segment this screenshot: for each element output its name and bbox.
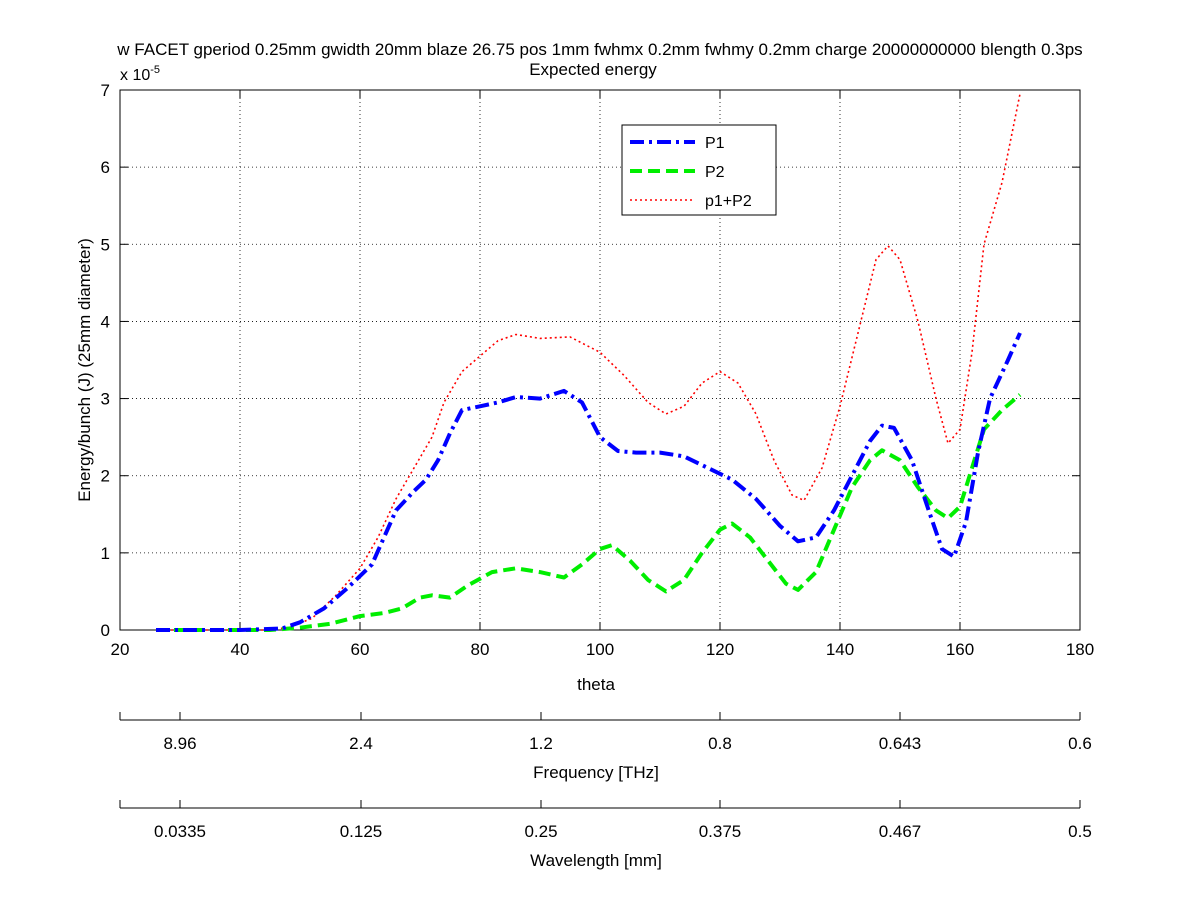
x-tick-label: 100: [586, 640, 614, 659]
frequency-tick-label: 0.6: [1068, 734, 1092, 753]
x-tick-label: 160: [946, 640, 974, 659]
y-tick-label: 1: [101, 544, 110, 563]
x-axis-label: theta: [577, 675, 615, 694]
y-tick-label: 2: [101, 467, 110, 486]
chart-title-line1: w FACET gperiod 0.25mm gwidth 20mm blaze…: [116, 40, 1082, 59]
y-tick-label: 7: [101, 81, 110, 100]
y-exponent-power: -5: [150, 64, 160, 76]
axis-ticks: 20 40 60 80 100 120 140 160 180 0 1 2 3 4 5 6 7: [101, 81, 1095, 659]
frequency-axis: 8.96 2.4 1.2 0.8 0.643 0.6 Frequency [THz]: [119, 712, 1092, 782]
x-tick-label: 60: [351, 640, 370, 659]
y-tick-label: 0: [101, 621, 110, 640]
x-tick-label: 180: [1066, 640, 1094, 659]
legend: P1 P2 p1+P2: [621, 124, 777, 216]
y-tick-label: 5: [101, 235, 110, 254]
frequency-tick-label: 8.96: [163, 734, 196, 753]
x-tick-label: 80: [471, 640, 490, 659]
legend-label-p1p2: p1+P2: [705, 193, 752, 210]
wavelength-axis: 0.0335 0.125 0.25 0.375 0.467 0.5 Wavelength …: [119, 800, 1092, 870]
x-tick-label: 20: [111, 640, 130, 659]
frequency-tick-label: 0.643: [879, 734, 922, 753]
chart-title-line2: Expected energy: [529, 60, 657, 79]
x-tick-label: 120: [706, 640, 734, 659]
wavelength-tick-label: 0.5: [1068, 822, 1092, 841]
x-tick-label: 40: [231, 640, 250, 659]
wavelength-tick-label: 0.125: [340, 822, 383, 841]
grid-lines: [120, 90, 1080, 630]
series-line-p1p2: [156, 93, 1021, 631]
wavelength-tick-label: 0.0335: [154, 822, 206, 841]
y-tick-label: 4: [101, 312, 110, 331]
wavelength-axis-ticks: 0.0335 0.125 0.25 0.375 0.467 0.5: [119, 800, 1092, 841]
series-lines: [156, 93, 1022, 632]
wavelength-tick-label: 0.375: [699, 822, 742, 841]
frequency-tick-label: 1.2: [529, 734, 553, 753]
y-tick-label: 3: [101, 390, 110, 409]
wavelength-axis-label: Wavelength [mm]: [530, 851, 662, 870]
legend-box: [621, 124, 777, 216]
legend-label-p2: P2: [705, 164, 725, 181]
wavelength-tick-label: 0.467: [879, 822, 922, 841]
frequency-tick-label: 0.8: [708, 734, 732, 753]
frequency-axis-label: Frequency [THz]: [533, 763, 659, 782]
frequency-axis-ticks: 8.96 2.4 1.2 0.8 0.643 0.6: [119, 712, 1092, 753]
y-axis-label: Energy/bunch (J) (25mm diameter): [75, 238, 94, 502]
series-line-p2: [156, 393, 1022, 632]
frequency-tick-label: 2.4: [349, 734, 373, 753]
x-tick-label: 140: [826, 640, 854, 659]
y-exponent-base: x 10-5: [120, 64, 160, 84]
legend-label-p1: P1: [705, 135, 725, 152]
y-tick-label: 6: [101, 158, 110, 177]
series-line-p1: [156, 332, 1022, 632]
wavelength-tick-label: 0.25: [524, 822, 557, 841]
